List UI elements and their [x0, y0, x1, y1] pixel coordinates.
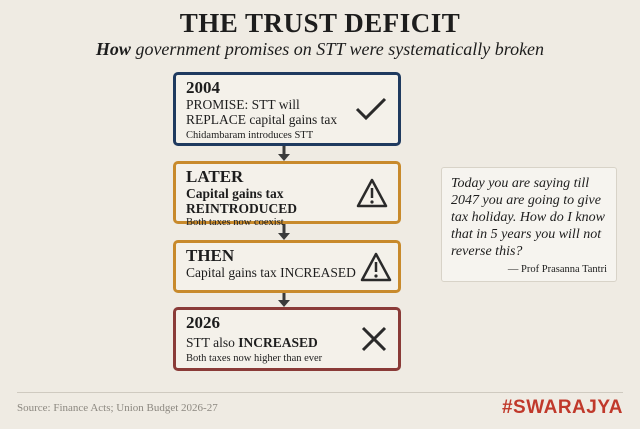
step-box: 2026 STT also INCREASED Both taxes now h…: [173, 307, 401, 371]
quote-text: Today you are saying till 2047 you are g…: [451, 176, 605, 259]
step-emphasis: REINTRODUCED: [186, 201, 298, 216]
step-note: Chidambaram introduces STT: [186, 130, 314, 141]
step-text: Capital gains tax: [186, 186, 284, 201]
warning-icon: [356, 178, 388, 207]
step-label: LATER: [186, 167, 244, 186]
subtitle: How government promises on STT were syst…: [0, 39, 640, 60]
step-box: 2004 PROMISE: STT will REPLACE capital g…: [173, 72, 401, 146]
title: THE TRUST DEFICIT: [179, 8, 461, 38]
step-text: STT also: [186, 335, 235, 350]
step-text: Capital gains tax INCREASED: [186, 265, 356, 280]
step-label: 2026: [186, 313, 220, 332]
step-text: PROMISE: STT will REPLACE capital gains …: [186, 97, 338, 127]
cross-icon: [361, 326, 387, 352]
check-icon: [355, 97, 387, 121]
step-label: THEN: [186, 246, 235, 265]
step-note: Both taxes now higher than ever: [186, 353, 323, 364]
quote-attribution: — Prof Prasanna Tantri: [507, 264, 607, 275]
step-box: THEN Capital gains tax INCREASED: [173, 240, 401, 293]
step-label: 2004: [186, 78, 220, 97]
warning-icon: [360, 252, 392, 281]
step-emphasis: INCREASED: [238, 335, 318, 350]
divider: [17, 392, 623, 393]
step-note: Both taxes now coexist: [186, 217, 284, 228]
brand: #SWARAJYA: [501, 397, 623, 418]
subtitle-text: government promises on STT were systemat…: [135, 39, 545, 59]
subtitle-emphasis: How: [95, 39, 131, 59]
step-box: LATER Capital gains tax REINTRODUCED Bot…: [173, 161, 401, 228]
source: Source: Finance Acts; Union Budget 2026-…: [17, 402, 218, 414]
quote-box: Today you are saying till 2047 you are g…: [441, 167, 617, 282]
